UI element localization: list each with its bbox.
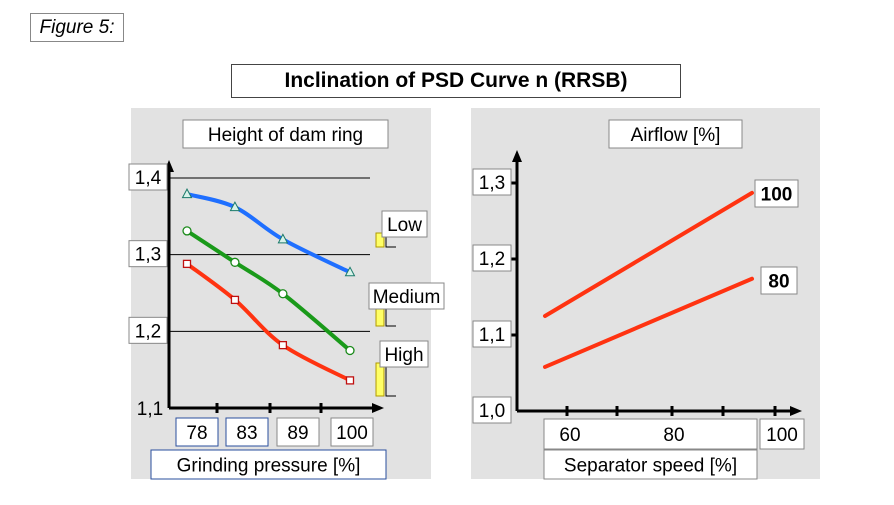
- left-x-axis-title-box: [150, 449, 387, 480]
- airflow-100-label: 100: [761, 185, 793, 206]
- airflow-80-label-box: [760, 266, 798, 295]
- right-y-tick-label-box: [472, 168, 512, 196]
- low-legend-label: Low: [387, 215, 422, 236]
- right-x-axis-title-box: [543, 449, 758, 480]
- left-y-tick-label: 1,2: [135, 321, 161, 342]
- right-x-axis-title-group: Separator speed [%]: [543, 449, 758, 480]
- left-y-tick-label-box: [128, 316, 168, 344]
- left-x-tick-label-box: [175, 417, 219, 447]
- high-series-marker: [345, 376, 355, 385]
- right-chart-title-group: Airflow [%]: [608, 119, 743, 149]
- left-x-tick-label: 100: [336, 423, 368, 444]
- right-x-tick-area: [543, 418, 758, 450]
- right-chart-title: Airflow [%]: [631, 125, 721, 146]
- low-legend-label-box: [381, 210, 428, 238]
- left-chart-title-box: [182, 119, 389, 149]
- right-y-tick-label-box: [472, 396, 512, 424]
- low-series-marker: [229, 201, 241, 212]
- left-x-axis-title-group: Grinding pressure [%]: [150, 449, 387, 480]
- high-series-marker: [230, 295, 240, 305]
- left-y-tick-label-box: [128, 240, 168, 268]
- high-legend-bar: [375, 362, 385, 397]
- left-x-tick-label: 89: [287, 423, 308, 444]
- right-chart-title-box: [608, 119, 743, 149]
- right-y-tick-label-group: 1,0: [472, 396, 512, 424]
- high-legend-label-box: [379, 340, 429, 368]
- low-series-marker: [344, 266, 356, 277]
- right-x-tick-label-box: [759, 418, 805, 450]
- medium-legend-bracket: [385, 307, 396, 327]
- left-x-tick-label-group: 89: [276, 417, 320, 447]
- airflow-100-series-line: [543, 190, 754, 318]
- right-y-tick-label-box: [472, 244, 512, 272]
- right-x-tick-label: 60: [559, 425, 580, 446]
- left-x-tick-label: 78: [186, 423, 207, 444]
- airflow-80-label-group: 80: [760, 266, 798, 295]
- low-legend-bracket: [385, 235, 396, 248]
- left-y-tick-label-group: 1,2: [128, 316, 168, 344]
- medium-series-marker: [182, 226, 192, 236]
- right-y-tick-label-box: [472, 320, 512, 348]
- medium-legend-label-box: [368, 282, 445, 310]
- left-y-tick-label: 1,3: [135, 245, 161, 266]
- left-x-tick-label-box: [276, 417, 320, 447]
- right-y-tick-label: 1,0: [479, 401, 505, 422]
- right-x-tick-label: 100: [766, 425, 798, 446]
- low-legend-bar: [375, 232, 385, 248]
- left-chart-title-group: Height of dam ring: [182, 119, 389, 149]
- low-series-marker: [277, 233, 289, 244]
- low-legend-label-group: Low: [381, 210, 428, 238]
- high-legend-bracket: [385, 365, 396, 397]
- medium-series-marker: [345, 345, 355, 356]
- right-y-tick-label: 1,3: [479, 173, 505, 194]
- left-y-tick-label: 1,4: [135, 168, 162, 189]
- left-y-tick-label-group: 1,4: [128, 163, 168, 191]
- low-series-marker: [181, 188, 193, 199]
- medium-legend-label: Medium: [373, 287, 441, 308]
- low-series-line: [186, 192, 351, 275]
- right-y-tick-label-group: 1,3: [472, 168, 512, 196]
- medium-legend-label-group: Medium: [368, 282, 445, 310]
- right-x-tick-label-group: 100: [759, 418, 805, 450]
- high-legend-label-group: High: [379, 340, 429, 368]
- left-chart-title: Height of dam ring: [208, 125, 363, 146]
- medium-series-marker: [230, 257, 240, 267]
- right-y-tick-label: 1,1: [479, 325, 505, 346]
- left-x-tick-label-group: 83: [225, 417, 269, 447]
- left-y-tick-label-box: [128, 163, 168, 191]
- left-y-tick-label-group: 1,3: [128, 240, 168, 268]
- left-x-tick-label-box: [225, 417, 269, 447]
- airflow-80-label: 80: [768, 272, 789, 293]
- right-x-axis-arrow: [790, 406, 802, 416]
- right-y-tick-label: 1,2: [479, 249, 505, 270]
- left-x-tick-label: 83: [236, 423, 257, 444]
- right-y-tick-label-group: 1,1: [472, 320, 512, 348]
- airflow-80-series-line: [543, 276, 754, 369]
- figure-label: Figure 5:: [30, 13, 124, 42]
- high-series-marker: [278, 340, 288, 350]
- left-x-tick-label-group: 100: [330, 417, 374, 447]
- left-x-axis-title: Grinding pressure [%]: [177, 456, 361, 477]
- high-series-line: [185, 262, 351, 383]
- airflow-100-label-box: [754, 179, 799, 208]
- right-y-tick-label-group: 1,2: [472, 244, 512, 272]
- high-legend-label: High: [384, 345, 423, 366]
- airflow-100-label-group: 100: [754, 179, 799, 208]
- right-x-axis-title: Separator speed [%]: [564, 456, 737, 477]
- medium-series-line: [185, 229, 352, 353]
- right-y-axis-arrow: [512, 150, 522, 162]
- left-y-tick-label: 1,1: [137, 399, 163, 420]
- high-series-marker: [182, 259, 192, 269]
- left-x-tick-label-group: 78: [175, 417, 219, 447]
- right-x-tick-label: 80: [663, 425, 684, 446]
- main-title: Inclination of PSD Curve n (RRSB): [231, 64, 681, 98]
- left-x-axis-arrow: [372, 403, 384, 413]
- left-x-tick-label-box: [330, 417, 374, 447]
- medium-series-marker: [278, 289, 288, 299]
